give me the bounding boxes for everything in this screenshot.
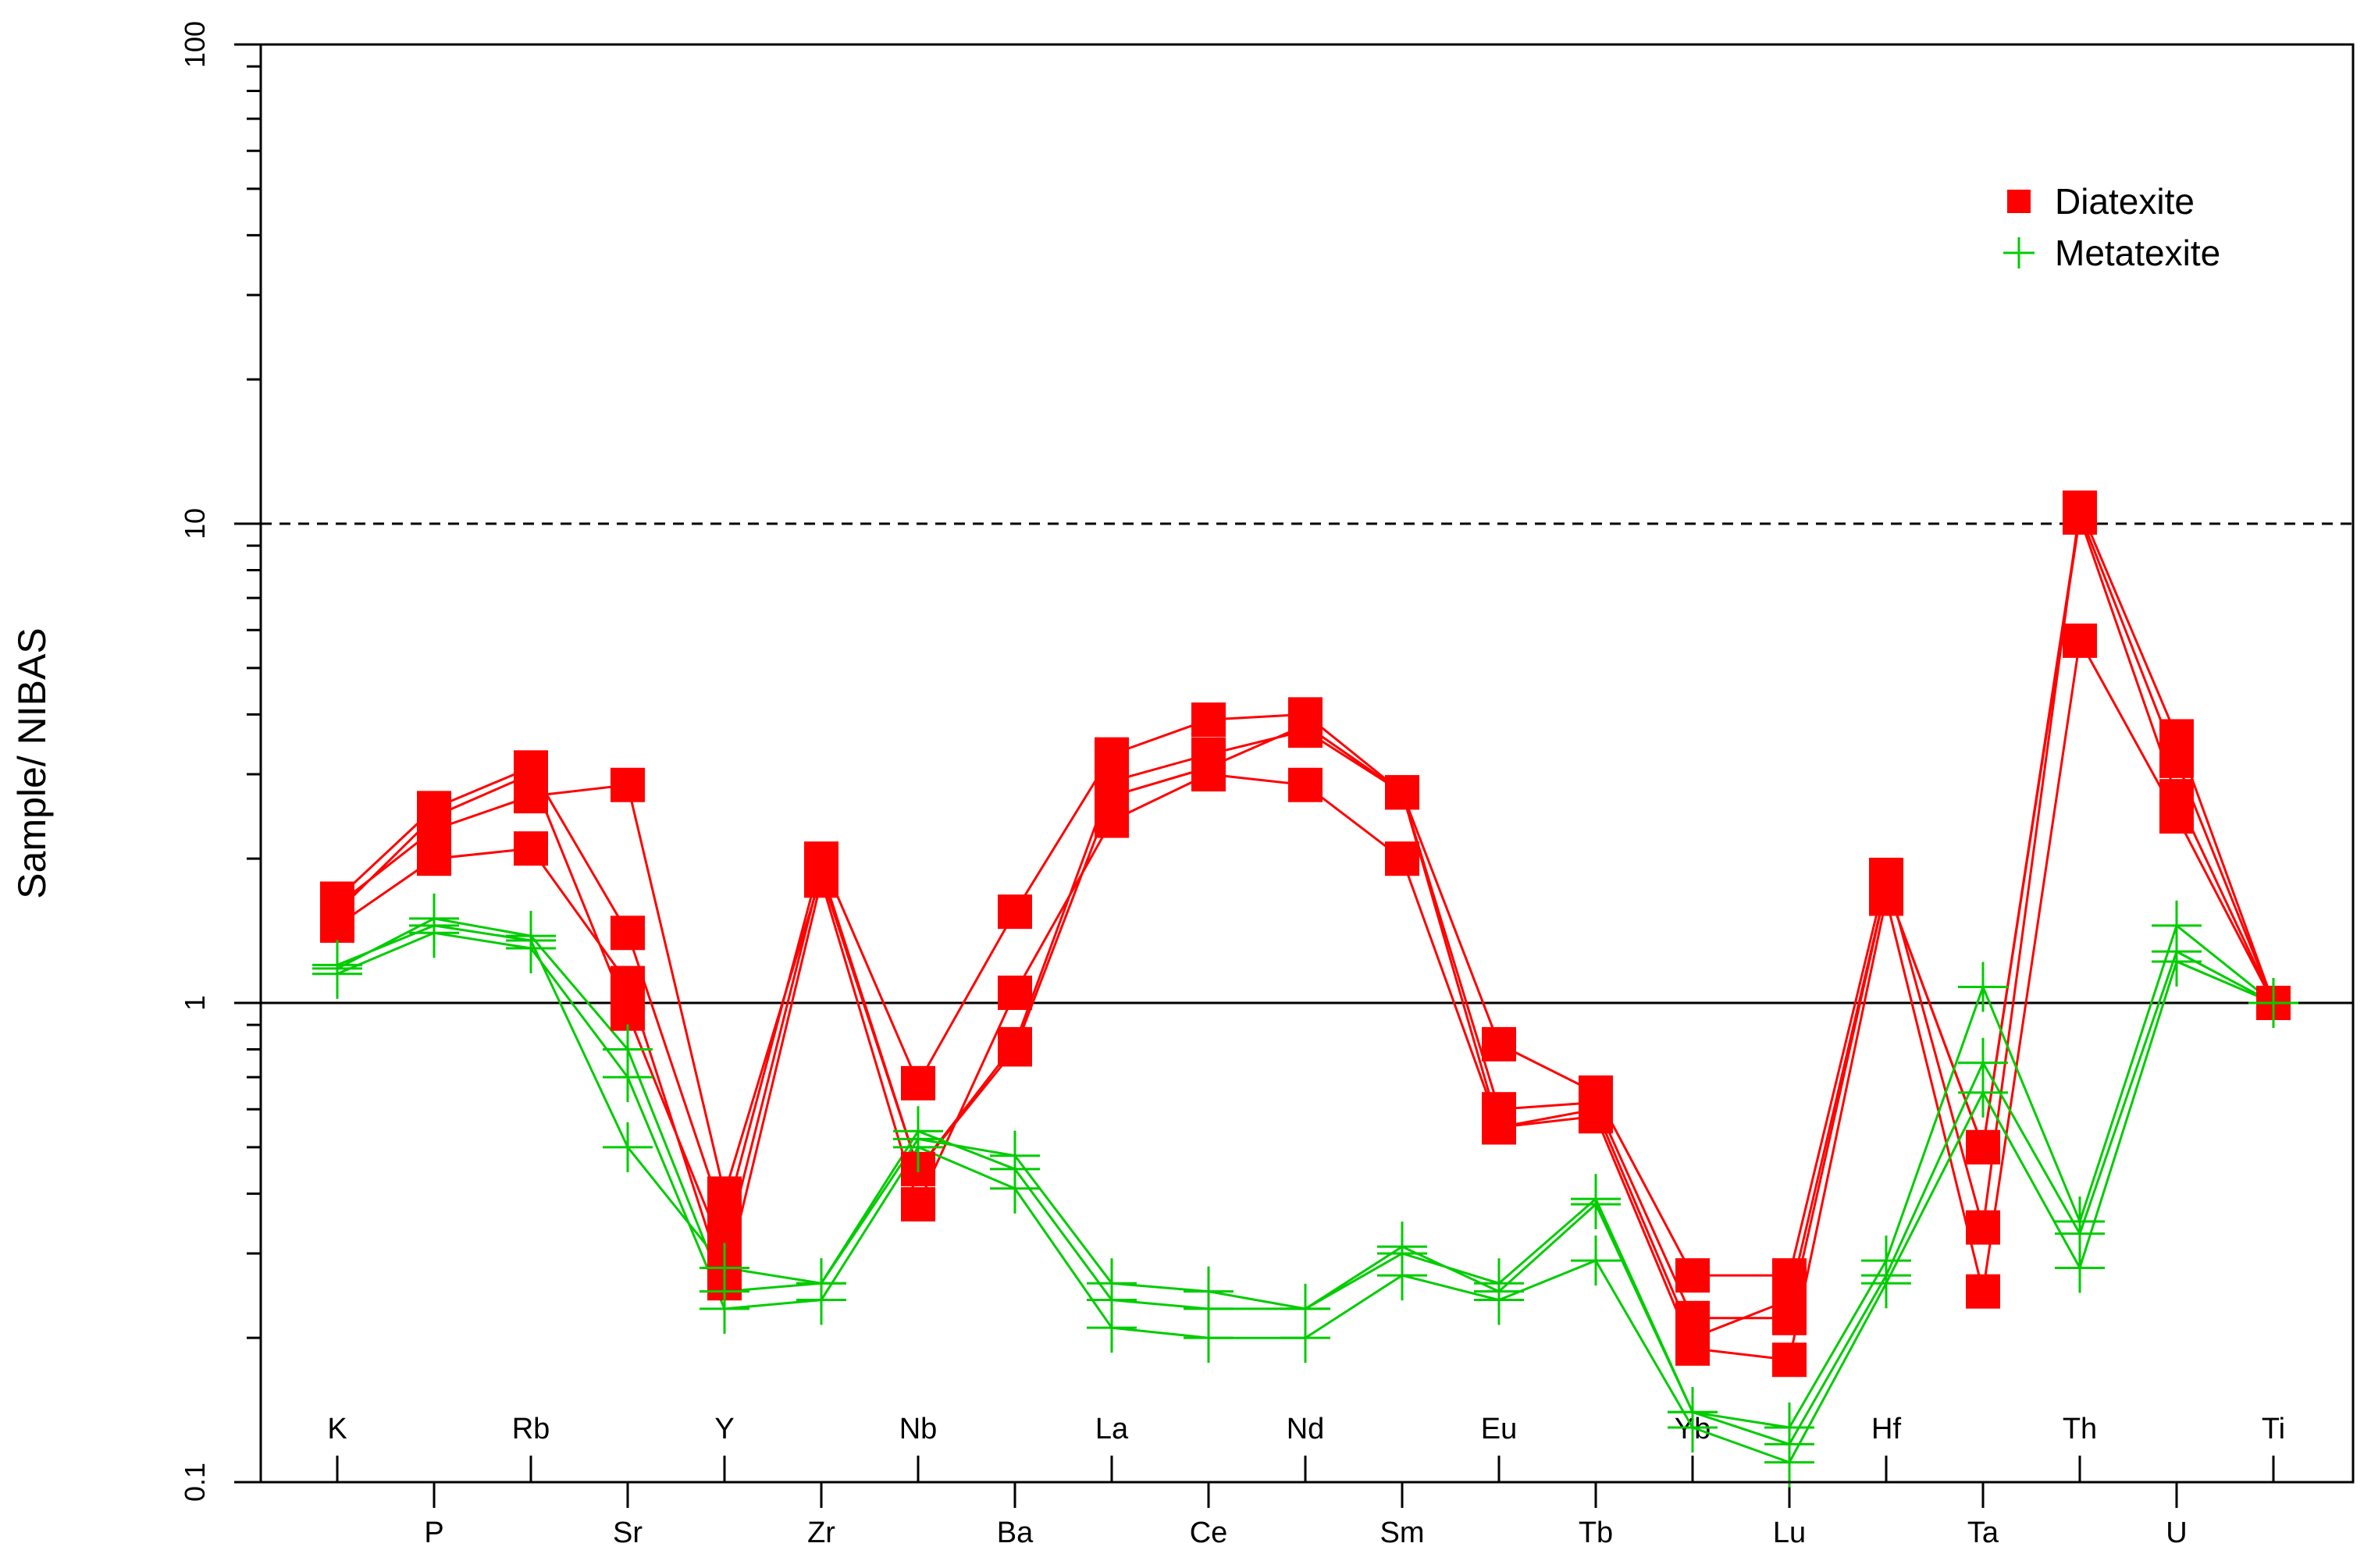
point-diatexite-3-la xyxy=(1095,803,1129,838)
point-metatexite-7-nd xyxy=(1280,1283,1330,1334)
point-metatexite-7-p xyxy=(409,893,459,944)
x-tick-label-tb: Tb xyxy=(1579,1516,1613,1549)
x-tick-label-ce: Ce xyxy=(1190,1516,1228,1549)
point-diatexite-2-eu xyxy=(1482,1026,1516,1061)
point-metatexite-7-y xyxy=(700,1266,749,1317)
point-metatexite-5-sr xyxy=(603,1122,653,1172)
point-diatexite-3-lu xyxy=(1772,1342,1807,1378)
x-tick-label-hf: Hf xyxy=(1871,1413,1901,1445)
point-diatexite-2-nb xyxy=(901,1065,935,1100)
point-diatexite-3-ba xyxy=(998,975,1032,1010)
reference-lines xyxy=(261,522,2353,1004)
x-tick-label-nd: Nd xyxy=(1287,1413,1325,1445)
legend-label-diatexite: Diatexite xyxy=(2055,181,2195,222)
legend-marker-metatexite xyxy=(2003,237,2035,268)
series-markers xyxy=(312,490,2298,1488)
x-tick-label-ba: Ba xyxy=(997,1516,1034,1549)
x-tick-label-eu: Eu xyxy=(1481,1413,1517,1445)
point-diatexite-4-y xyxy=(707,1176,742,1211)
point-diatexite-2-ce xyxy=(1191,702,1226,738)
point-diatexite-4-eu xyxy=(1482,1110,1516,1145)
point-diatexite-4-hf xyxy=(1869,869,1903,904)
point-diatexite-3-p xyxy=(417,841,451,876)
point-diatexite-2-u xyxy=(2159,719,2194,754)
y-tick-label: 0.1 xyxy=(179,1463,211,1502)
y-tick-label: 1 xyxy=(179,995,211,1011)
point-diatexite-4-ta xyxy=(1966,1129,2000,1164)
x-tick-label-th: Th xyxy=(2063,1413,2097,1445)
point-diatexite-4-sr xyxy=(611,767,645,802)
point-diatexite-4-u xyxy=(2159,779,2194,814)
x-tick-label-p: P xyxy=(424,1516,443,1549)
point-metatexite-7-ba xyxy=(990,1143,1040,1194)
x-tick-label-u: U xyxy=(2166,1516,2187,1549)
point-metatexite-7-la xyxy=(1087,1275,1137,1325)
point-metatexite-7-nb xyxy=(893,1106,943,1157)
point-metatexite-7-ta xyxy=(1958,1037,2008,1088)
x-tick-label-la: La xyxy=(1095,1413,1129,1445)
point-diatexite-4-ba xyxy=(998,1026,1032,1061)
x-tick-label-zr: Zr xyxy=(807,1516,835,1549)
x-tick-label-nb: Nb xyxy=(899,1413,938,1445)
x-tick-label-sr: Sr xyxy=(613,1516,643,1549)
point-diatexite-2-yb xyxy=(1675,1258,1710,1293)
point-metatexite-7-ti xyxy=(2248,978,2298,1028)
point-diatexite-3-nd xyxy=(1288,767,1323,802)
point-diatexite-4-th xyxy=(2063,500,2097,535)
point-diatexite-2-sr xyxy=(611,916,645,951)
point-metatexite-7-eu xyxy=(1474,1266,1524,1317)
x-tick-label-ta: Ta xyxy=(1967,1516,1999,1549)
x-tick-label-lu: Lu xyxy=(1773,1516,1806,1549)
x-tick-label-k: K xyxy=(327,1413,347,1445)
point-metatexite-7-zr xyxy=(796,1258,846,1309)
point-diatexite-3-sr xyxy=(611,965,645,1001)
y-axis: 0.1 1 10 100 xyxy=(179,21,261,1502)
point-metatexite-7-rb xyxy=(506,911,556,962)
legend: Diatexite Metatexite xyxy=(2003,181,2220,273)
point-metatexite-5-ta xyxy=(1958,962,2008,1012)
x-tick-label-sm: Sm xyxy=(1380,1516,1425,1549)
legend-label-metatexite: Metatexite xyxy=(2055,233,2220,273)
point-metatexite-7-k xyxy=(312,943,362,994)
point-metatexite-7-sm xyxy=(1377,1221,1427,1272)
point-diatexite-2-ta xyxy=(1966,1210,2000,1245)
x-tick-label-y: Y xyxy=(714,1413,734,1445)
point-diatexite-4-p xyxy=(417,812,451,847)
point-diatexite-2-rb xyxy=(514,750,548,785)
point-metatexite-6-tb xyxy=(1571,1236,1621,1286)
point-diatexite-4-k xyxy=(320,887,354,923)
point-diatexite-4-sm xyxy=(1385,775,1419,810)
point-metatexite-7-sr xyxy=(603,1024,653,1075)
point-metatexite-7-yb xyxy=(1668,1387,1718,1438)
point-diatexite-4-zr xyxy=(804,857,838,892)
point-metatexite-7-th xyxy=(2055,1208,2105,1259)
y-tick-label: 100 xyxy=(179,21,211,68)
point-diatexite-4-ce xyxy=(1191,737,1226,772)
point-diatexite-3-nb xyxy=(901,1187,935,1222)
y-tick-label: 10 xyxy=(179,508,211,539)
point-metatexite-7-hf xyxy=(1861,1250,1911,1301)
point-diatexite-2-ba xyxy=(998,894,1032,930)
legend-marker-diatexite xyxy=(2007,190,2031,213)
point-diatexite-3-th xyxy=(2063,623,2097,658)
point-diatexite-4-lu xyxy=(1772,1282,1807,1317)
point-diatexite-4-yb xyxy=(1675,1321,1710,1356)
point-diatexite-3-sm xyxy=(1385,841,1419,876)
point-diatexite-3-ta xyxy=(1966,1274,2000,1309)
point-metatexite-7-ce xyxy=(1184,1283,1234,1334)
point-diatexite-4-la xyxy=(1095,764,1129,799)
point-diatexite-4-nd xyxy=(1288,713,1323,748)
point-metatexite-7-tb xyxy=(1571,1179,1621,1230)
point-diatexite-3-rb xyxy=(514,831,548,866)
x-tick-label-ti: Ti xyxy=(2262,1413,2285,1445)
point-diatexite-4-rb xyxy=(514,779,548,814)
x-tick-label-rb: Rb xyxy=(512,1413,550,1445)
point-metatexite-7-lu xyxy=(1764,1419,1814,1470)
point-diatexite-4-tb xyxy=(1579,1092,1613,1127)
point-metatexite-7-u xyxy=(2152,926,2202,977)
plot-frame xyxy=(259,43,2355,1484)
y-axis-label: Sample/ NIBAS xyxy=(10,628,54,898)
